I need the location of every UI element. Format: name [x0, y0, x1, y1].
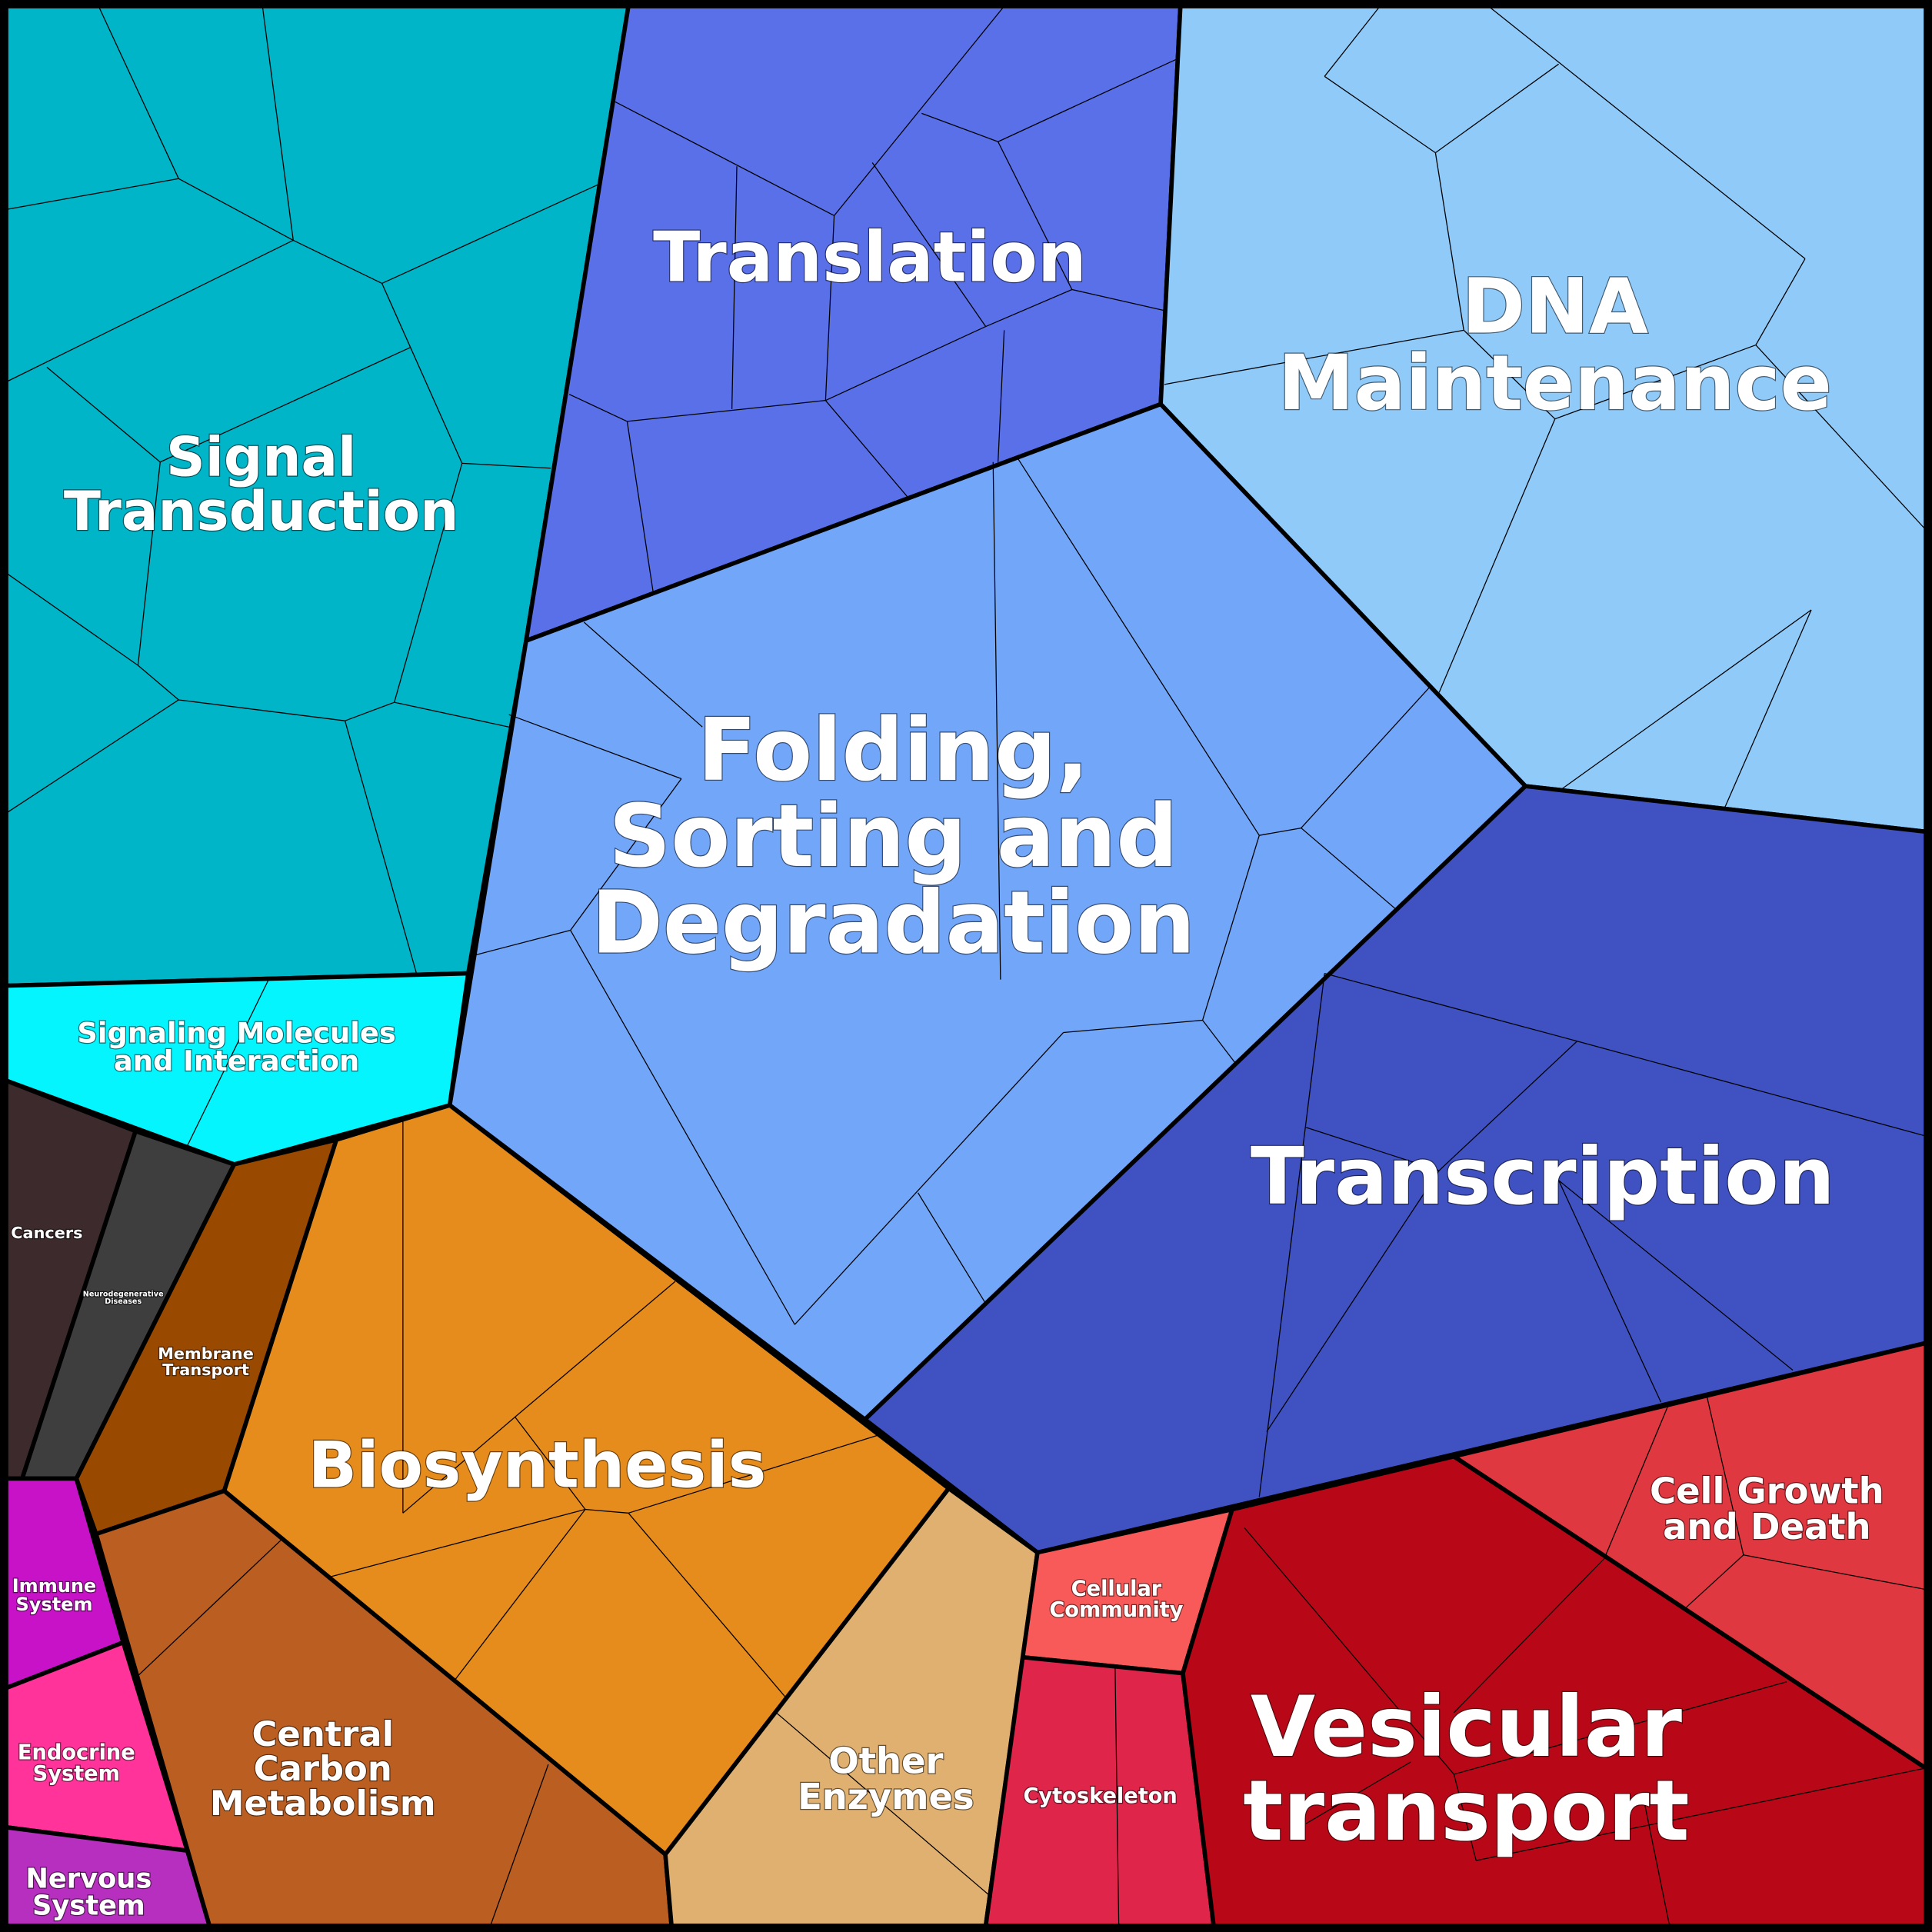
- label-line: System: [33, 1762, 120, 1786]
- region-label: Cytoskeleton: [1023, 1784, 1177, 1808]
- label-line: and Interaction: [114, 1044, 359, 1078]
- label-line: and Death: [1663, 1506, 1870, 1547]
- regions: [4, 4, 1928, 1928]
- label-line: Other: [828, 1740, 943, 1781]
- label-line: Immune: [12, 1575, 96, 1597]
- label-line: DNA: [1462, 263, 1649, 351]
- label-line: Cell Growth: [1650, 1470, 1884, 1511]
- label-line: Community: [1049, 1598, 1183, 1622]
- label-line: Transcription: [1251, 1131, 1835, 1223]
- label-line: transport: [1243, 1762, 1689, 1860]
- label-line: Enzymes: [798, 1776, 974, 1817]
- label-line: Endocrine: [18, 1741, 135, 1765]
- label-line: Cytoskeleton: [1023, 1784, 1177, 1808]
- label-line: Metabolism: [210, 1783, 436, 1824]
- region-label: Endocrine System: [18, 1741, 135, 1786]
- label-line: Transduction: [64, 480, 459, 543]
- region-label: Signaling Molecules and Interaction: [77, 1016, 395, 1078]
- label-line: Biosynthesis: [308, 1428, 767, 1503]
- label-line: System: [15, 1594, 92, 1615]
- label-line: Vesicular: [1251, 1678, 1682, 1776]
- label-line: Central: [252, 1714, 394, 1754]
- region-label: Cancers: [11, 1224, 82, 1242]
- region-label: Signal Transduction: [64, 425, 459, 542]
- region-label: Vesicular transport: [1243, 1678, 1689, 1860]
- region-label: Biosynthesis: [308, 1428, 767, 1503]
- label-line: Translation: [653, 218, 1087, 298]
- label-line: Neurodegenerative: [83, 1290, 164, 1298]
- label-line: Degradation: [591, 873, 1195, 973]
- label-line: Sorting and: [608, 787, 1178, 887]
- sub-cells: [5, 5, 1927, 1927]
- label-line: Signal: [166, 425, 356, 488]
- region-label: Folding, Sorting and Degradation: [591, 701, 1195, 973]
- region-label: Cellular Community: [1049, 1577, 1183, 1622]
- label-line: Cellular: [1071, 1577, 1162, 1601]
- region-label: Nervous System: [25, 1863, 152, 1921]
- region-label: Membrane Transport: [158, 1344, 254, 1379]
- label-line: System: [32, 1890, 145, 1922]
- region-label: Translation: [653, 218, 1087, 298]
- region-label: Central Carbon Metabolism: [210, 1714, 436, 1824]
- label-line: Maintenance: [1278, 339, 1832, 428]
- region-label: Neurodegenerative Diseases: [83, 1290, 164, 1306]
- region-label: Other Enzymes: [798, 1740, 974, 1817]
- label-line: Signaling Molecules: [77, 1016, 395, 1049]
- region-label: Immune System: [12, 1575, 96, 1615]
- region-label: Cell Growth and Death: [1650, 1470, 1884, 1547]
- labels: Signal Transduction Signaling Molecules an…: [10, 217, 1885, 1923]
- label-line: Diseases: [105, 1297, 142, 1306]
- label-line: Transport: [162, 1361, 249, 1379]
- label-line: Carbon: [254, 1748, 392, 1789]
- region-label: DNA Maintenance: [1278, 263, 1832, 428]
- label-line: Nervous: [25, 1863, 152, 1894]
- region-label: Transcription: [1251, 1131, 1835, 1223]
- label-line: Cancers: [11, 1224, 82, 1242]
- label-line: Membrane: [158, 1344, 254, 1363]
- label-line: Folding,: [698, 701, 1089, 801]
